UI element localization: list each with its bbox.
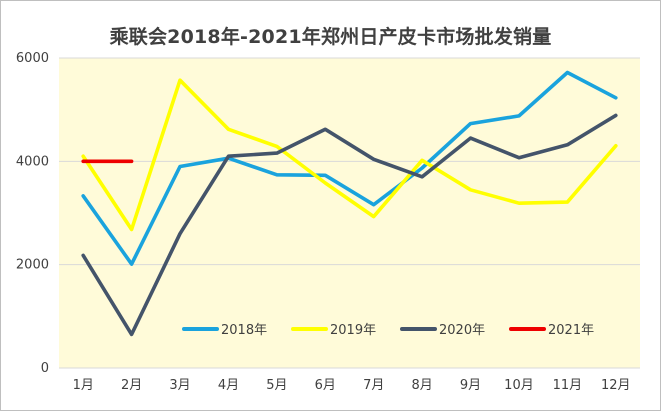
x-tick-label: 8月 xyxy=(411,378,432,393)
x-tick-label: 7月 xyxy=(363,378,384,393)
y-tick-label: 4000 xyxy=(16,154,49,169)
x-tick-label: 1月 xyxy=(73,378,94,393)
x-tick-label: 9月 xyxy=(460,378,481,393)
x-tick-label: 11月 xyxy=(553,378,583,393)
y-axis-ticks: 0 2000 4000 6000 xyxy=(16,51,49,376)
x-tick-label: 6月 xyxy=(315,378,336,393)
legend: 2018年 2019年 2020年 2021年 xyxy=(182,323,594,338)
series-line-3 xyxy=(81,113,618,337)
y-tick-label: 6000 xyxy=(16,51,49,66)
legend-label: 2019年 xyxy=(330,323,376,338)
x-tick-label: 12月 xyxy=(601,378,631,393)
series-line-2 xyxy=(81,78,618,232)
y-tick-label: 0 xyxy=(41,361,49,376)
x-tick-label: 2月 xyxy=(121,378,142,393)
y-tick-label: 2000 xyxy=(16,258,49,273)
chart-title: 乘联会2018年-2021年郑州日产皮卡市场批发销量 xyxy=(109,26,552,48)
legend-label: 2018年 xyxy=(221,323,267,338)
series-line-1 xyxy=(81,70,618,266)
x-tick-label: 4月 xyxy=(218,378,239,393)
x-tick-label: 3月 xyxy=(169,378,190,393)
x-tick-label: 5月 xyxy=(266,378,287,393)
x-axis-ticks: 1月 2月 3月 4月 5月 6月 7月 8月 9月 10月 11月 12月 xyxy=(73,378,631,393)
legend-label: 2020年 xyxy=(439,323,485,338)
series-lines xyxy=(81,70,618,337)
plot-area xyxy=(59,58,640,368)
x-tick-label: 10月 xyxy=(504,378,534,393)
legend-label: 2021年 xyxy=(548,323,594,338)
gridlines xyxy=(59,57,640,369)
